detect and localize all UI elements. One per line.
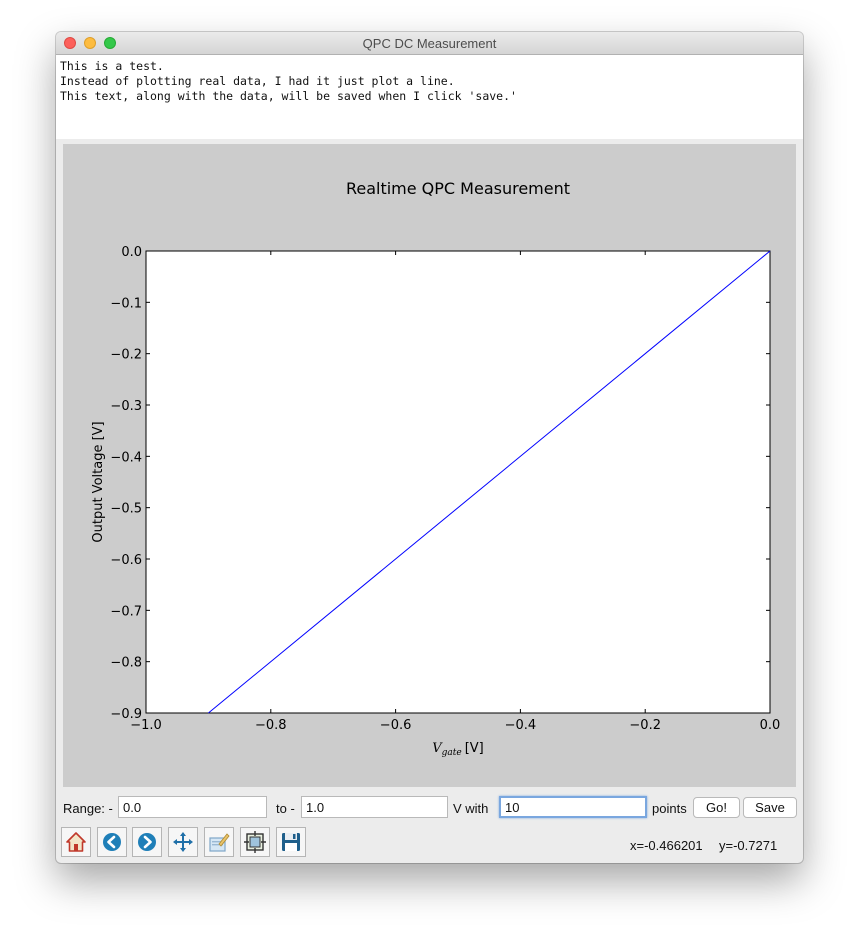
zoom-button[interactable] <box>204 827 234 857</box>
save-floppy-icon <box>282 833 300 851</box>
back-arrow-icon <box>103 833 121 851</box>
home-icon <box>66 832 86 852</box>
save-figure-button[interactable] <box>276 827 306 857</box>
y-tick-label: −0.7 <box>110 604 142 619</box>
forward-arrow-icon <box>138 833 156 851</box>
window-title: QPC DC Measurement <box>362 36 497 51</box>
cursor-x-readout: x=-0.466201 <box>630 838 703 853</box>
x-axis-label-symbol: V <box>432 741 443 756</box>
y-axis-label: Output Voltage [V] <box>91 421 106 542</box>
plot-figure[interactable]: Realtime QPC Measurement −1.0 −0.8 −0.6 −0.… <box>63 144 796 787</box>
y-tick-label: 0.0 <box>121 245 142 260</box>
y-tick-label: −0.8 <box>110 656 142 671</box>
range-label: Range: - <box>63 801 113 816</box>
x-tick-label: −0.8 <box>255 718 287 733</box>
y-tick-label: −0.1 <box>110 296 142 311</box>
x-tick-label: −0.4 <box>505 718 537 733</box>
zoom-rect-icon <box>209 833 230 852</box>
pan-button[interactable] <box>168 827 198 857</box>
points-label: points <box>652 801 687 816</box>
x-tick-label: −0.2 <box>629 718 661 733</box>
plot-toolbar: x=-0.466201 y=-0.7271 <box>56 826 803 860</box>
y-tick-label: −0.6 <box>110 553 142 568</box>
close-window-button[interactable] <box>64 37 76 49</box>
y-tick-label: −0.9 <box>110 707 142 722</box>
notes-line: Instead of plotting real data, I had it … <box>60 74 455 88</box>
plot-canvas[interactable]: Realtime QPC Measurement −1.0 −0.8 −0.6 −0.… <box>63 144 796 787</box>
subplots-button[interactable] <box>240 827 270 857</box>
chart-title: Realtime QPC Measurement <box>346 179 570 198</box>
save-button[interactable]: Save <box>743 797 797 818</box>
x-axis-label-subscript: gate <box>442 748 462 758</box>
y-tick-label: −0.3 <box>110 399 142 414</box>
plot-area[interactable] <box>145 250 771 714</box>
maximize-window-button[interactable] <box>104 37 116 49</box>
series-line <box>208 250 771 714</box>
notes-line: This text, along with the data, will be … <box>60 89 517 103</box>
range-start-input[interactable] <box>118 796 267 818</box>
range-controls: Range: - to - V with points Go! Save <box>56 794 803 822</box>
y-tick-label: −0.4 <box>110 450 142 465</box>
app-window: QPC DC Measurement This is a test. Instea… <box>56 32 803 863</box>
back-button[interactable] <box>97 827 127 857</box>
minimize-window-button[interactable] <box>84 37 96 49</box>
range-end-input[interactable] <box>301 796 448 818</box>
subplots-config-icon <box>244 831 266 853</box>
notes-textarea[interactable]: This is a test. Instead of plotting real … <box>56 55 803 139</box>
x-tick-label: −0.6 <box>380 718 412 733</box>
x-axis-label-unit: [V] <box>465 741 484 756</box>
with-label: V with <box>453 801 489 816</box>
y-tick-label: −0.2 <box>110 348 142 363</box>
notes-line: This is a test. <box>60 59 164 73</box>
title-bar[interactable]: QPC DC Measurement <box>56 32 803 55</box>
points-input[interactable] <box>499 796 647 818</box>
to-label: to - <box>276 801 295 816</box>
y-tick-label: −0.5 <box>110 502 142 517</box>
forward-button[interactable] <box>132 827 162 857</box>
x-tick-label: −1.0 <box>130 718 162 733</box>
pan-arrows-icon <box>173 832 193 852</box>
x-axis-label: Vgate [V] <box>432 741 484 758</box>
cursor-y-readout: y=-0.7271 <box>719 838 778 853</box>
go-button[interactable]: Go! <box>693 797 740 818</box>
home-button[interactable] <box>61 827 91 857</box>
x-tick-label: 0.0 <box>760 718 781 733</box>
